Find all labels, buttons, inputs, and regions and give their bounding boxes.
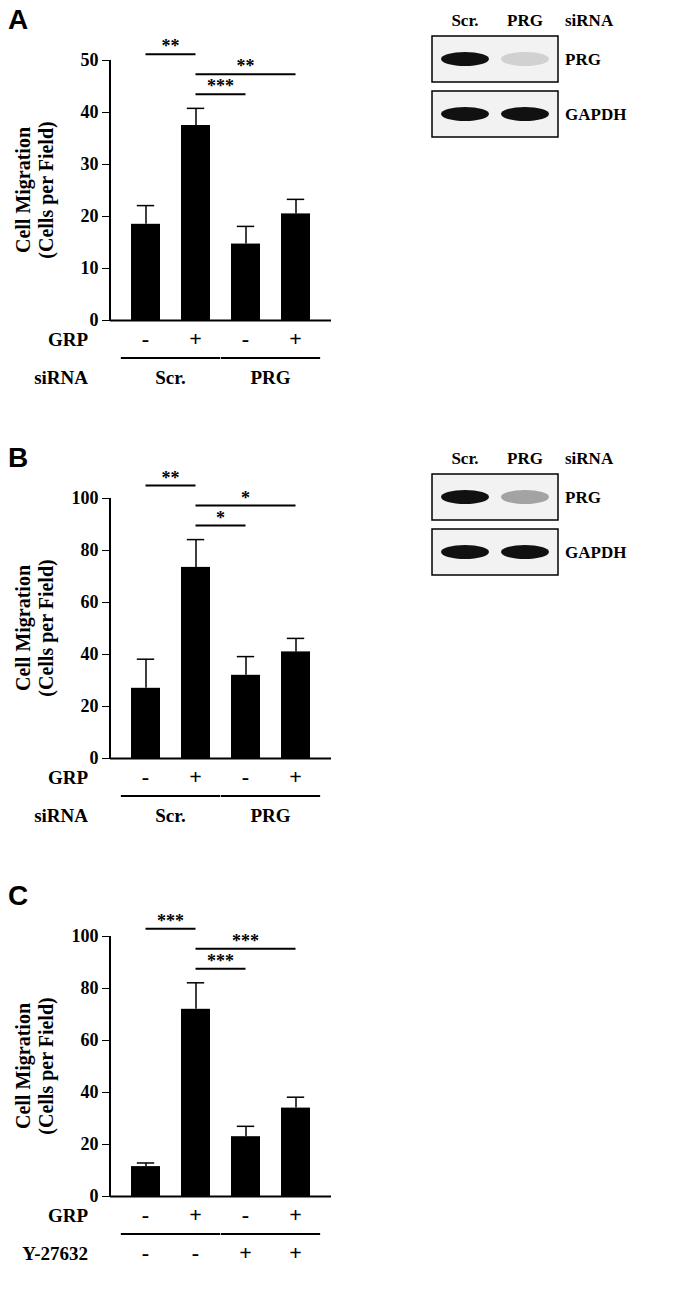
svg-text:siRNA: siRNA (34, 805, 88, 826)
svg-text:***: *** (207, 76, 234, 96)
svg-text:20: 20 (81, 696, 99, 716)
svg-text:+: + (189, 764, 202, 789)
svg-text:**: ** (237, 56, 255, 76)
svg-text:Scr.: Scr. (155, 367, 185, 388)
svg-text:siRNA: siRNA (34, 367, 88, 388)
svg-text:50: 50 (81, 50, 99, 70)
svg-text:+: + (289, 1240, 302, 1265)
svg-text:20: 20 (81, 1134, 99, 1154)
svg-text:-: - (242, 764, 249, 789)
svg-text:*: * (241, 488, 250, 508)
svg-text:+: + (189, 326, 202, 351)
svg-text:100: 100 (72, 488, 99, 508)
svg-text:40: 40 (81, 1082, 99, 1102)
svg-text:-: - (242, 1202, 249, 1227)
svg-text:20: 20 (81, 206, 99, 226)
html-text:B: B (8, 442, 29, 473)
svg-text:+: + (289, 1202, 302, 1227)
svg-text:+: + (239, 1240, 252, 1265)
svg-text:-: - (142, 1202, 149, 1227)
svg-text:GRP: GRP (48, 329, 89, 350)
svg-text:-: - (242, 326, 249, 351)
svg-text:Cell Migration(Cells per Field: Cell Migration(Cells per Field) (12, 121, 58, 258)
svg-text:30: 30 (81, 154, 99, 174)
svg-text:PRG: PRG (565, 50, 601, 69)
svg-text:GRP: GRP (48, 767, 89, 788)
svg-text:***: *** (232, 931, 259, 951)
svg-text:-: - (142, 326, 149, 351)
svg-text:Scr.: Scr. (155, 805, 185, 826)
svg-text:Scr.: Scr. (451, 11, 478, 30)
svg-text:PRG: PRG (507, 449, 543, 468)
svg-text:*: * (216, 508, 225, 528)
svg-text:GRP: GRP (48, 1205, 89, 1226)
svg-text:Scr.: Scr. (451, 449, 478, 468)
svg-text:-: - (142, 1240, 149, 1265)
svg-text:**: ** (162, 468, 180, 488)
svg-text:60: 60 (81, 592, 99, 612)
svg-text:Y-27632: Y-27632 (22, 1243, 88, 1264)
svg-text:Cell Migration(Cells per Field: Cell Migration(Cells per Field) (12, 559, 58, 696)
svg-text:***: *** (207, 951, 234, 971)
svg-text:PRG: PRG (565, 488, 601, 507)
svg-text:+: + (289, 764, 302, 789)
svg-text:PRG: PRG (507, 11, 543, 30)
svg-text:0: 0 (90, 748, 99, 768)
svg-text:80: 80 (81, 540, 99, 560)
svg-text:0: 0 (90, 310, 99, 330)
svg-text:+: + (189, 1202, 202, 1227)
svg-text:-: - (192, 1240, 199, 1265)
svg-text:0: 0 (90, 1186, 99, 1206)
svg-text:80: 80 (81, 978, 99, 998)
html-text:C: C (8, 880, 29, 911)
html-text:A: A (8, 4, 29, 35)
svg-text:**: ** (162, 36, 180, 56)
svg-text:PRG: PRG (250, 805, 290, 826)
svg-text:40: 40 (81, 102, 99, 122)
svg-text:Cell Migration(Cells per Field: Cell Migration(Cells per Field) (12, 997, 58, 1134)
svg-text:GAPDH: GAPDH (565, 543, 626, 562)
svg-text:+: + (289, 326, 302, 351)
svg-text:10: 10 (81, 258, 99, 278)
svg-text:PRG: PRG (250, 367, 290, 388)
svg-text:***: *** (157, 911, 184, 931)
svg-text:100: 100 (72, 926, 99, 946)
svg-text:-: - (142, 764, 149, 789)
svg-text:40: 40 (81, 644, 99, 664)
svg-text:siRNA: siRNA (565, 449, 614, 468)
svg-text:60: 60 (81, 1030, 99, 1050)
svg-text:siRNA: siRNA (565, 11, 614, 30)
svg-text:GAPDH: GAPDH (565, 105, 626, 124)
